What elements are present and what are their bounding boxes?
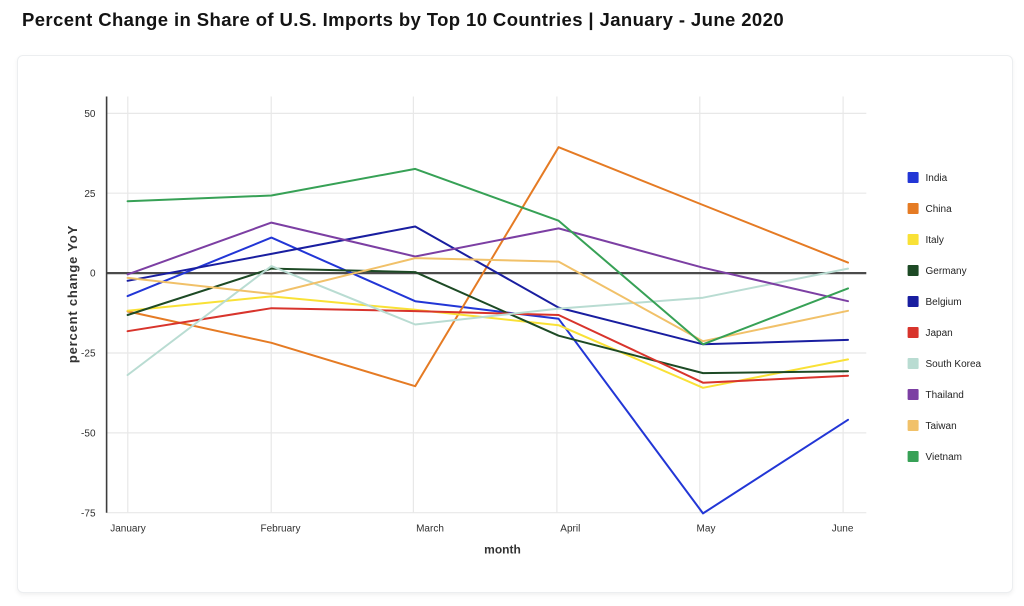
svg-text:month: month [484, 543, 521, 557]
svg-text:-75: -75 [81, 508, 96, 519]
svg-text:February: February [260, 524, 300, 535]
svg-text:Germany: Germany [926, 266, 967, 277]
svg-text:Italy: Italy [926, 235, 944, 246]
svg-text:March: March [416, 524, 444, 535]
svg-text:May: May [697, 524, 716, 535]
svg-text:-50: -50 [81, 429, 96, 440]
svg-text:China: China [926, 204, 953, 215]
svg-text:percent change YoY: percent change YoY [65, 225, 80, 363]
svg-text:0: 0 [90, 269, 96, 280]
svg-text:Thailand: Thailand [926, 390, 964, 401]
svg-text:January: January [110, 524, 146, 535]
svg-text:June: June [832, 524, 854, 535]
svg-text:South Korea: South Korea [926, 359, 982, 370]
svg-text:Belgium: Belgium [926, 297, 962, 308]
svg-text:50: 50 [84, 109, 96, 120]
svg-text:India: India [926, 173, 948, 184]
svg-text:Taiwan: Taiwan [926, 421, 957, 432]
svg-text:April: April [560, 524, 580, 535]
svg-text:25: 25 [84, 189, 96, 200]
svg-text:Japan: Japan [926, 328, 953, 339]
svg-text:-25: -25 [81, 349, 96, 360]
svg-text:Vietnam: Vietnam [926, 452, 963, 463]
